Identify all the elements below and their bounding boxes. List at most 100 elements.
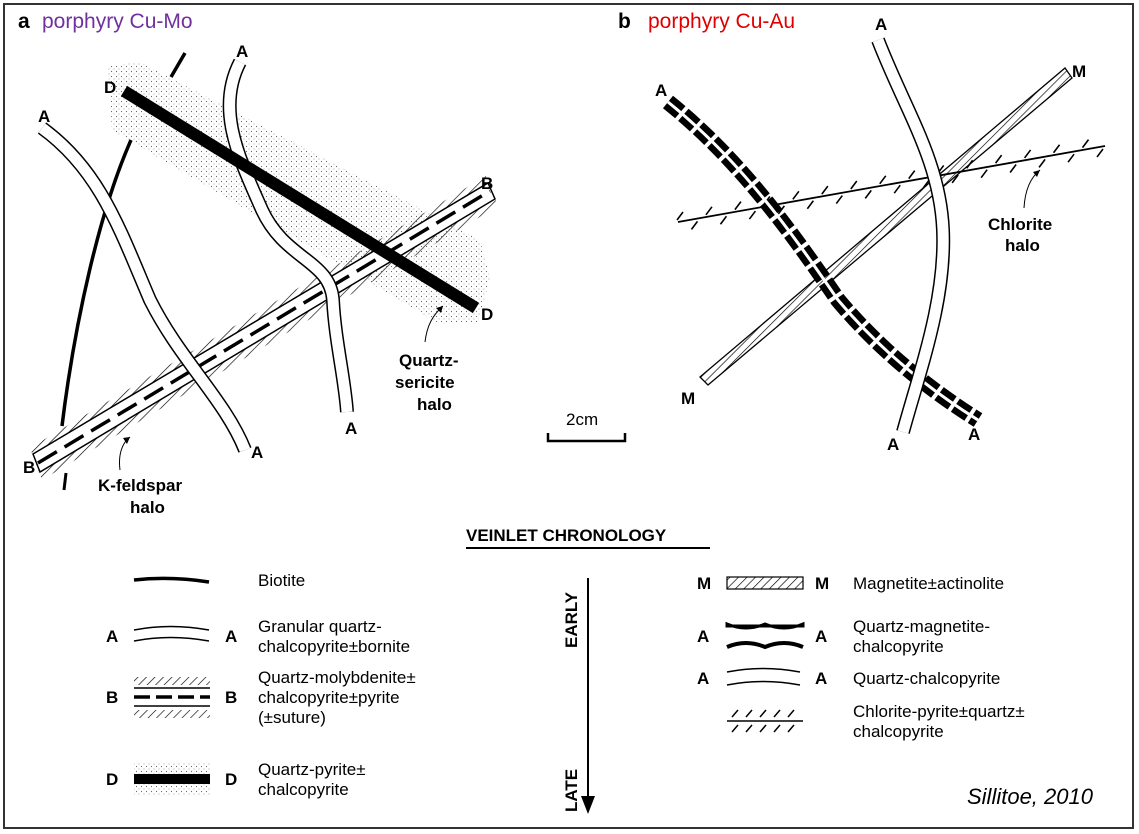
- legend-right-column: M M Magnetite±actinolite A A Quartz-magnetite…: [697, 574, 1025, 741]
- figure-frame: [3, 3, 1134, 829]
- chlorite-tick: [864, 189, 872, 199]
- legend-left-row-3-left-label: D: [106, 770, 118, 789]
- label-a-left-bottom: A: [251, 443, 263, 462]
- legend-right-row-1-right-label: A: [815, 627, 827, 646]
- legend-chlorite-tick: [787, 724, 795, 733]
- chlorite-label-2: halo: [1005, 236, 1040, 255]
- panel-b: b porphyry Cu-Au A A M M A A Chlorite ha…: [618, 10, 1106, 454]
- chlorite-tick: [690, 220, 699, 230]
- a-veinlet-magnetite-core: [667, 100, 979, 422]
- chlorite-tick: [994, 154, 1003, 164]
- chlorite-veinlet: [677, 145, 1106, 223]
- kfeldspar-pointer: [119, 436, 131, 471]
- chlorite-tick: [1067, 153, 1075, 163]
- legend-left-row-1-text-0: Granular quartz-: [258, 617, 382, 636]
- chlorite-tick: [850, 180, 858, 190]
- chlorite-tick: [734, 201, 742, 211]
- legend-right-row-1-text-1: chalcopyrite: [853, 637, 944, 656]
- legend-m-symbol: [726, 576, 804, 590]
- chlorite-tick: [922, 179, 930, 189]
- chlorite-tick: [951, 174, 959, 184]
- label-b-a-bottom-2: A: [968, 425, 980, 444]
- legend-a-granular-symbol: [133, 625, 210, 642]
- label-a-mid-top: A: [236, 42, 248, 61]
- time-arrowhead: [581, 796, 595, 814]
- legend-chlorite-tick: [731, 709, 739, 718]
- legend-left-row-2-left-label: B: [106, 688, 118, 707]
- chlorite-tick: [893, 184, 901, 194]
- legend-left-row-3-right-label: D: [225, 770, 237, 789]
- legend-left-row-1-right-label: A: [225, 627, 237, 646]
- chlorite-tick: [1052, 144, 1061, 154]
- scale-label: 2cm: [566, 410, 598, 429]
- legend-right-row-2-right-label: A: [815, 669, 827, 688]
- chlorite-tick: [1081, 139, 1090, 149]
- b-vein-suture: [37, 189, 491, 465]
- panel-a-letter: a: [18, 10, 30, 33]
- legend-chlorite-symbol: [727, 709, 803, 733]
- chlorite-tick: [792, 190, 800, 200]
- label-b-a-bottom-1: A: [887, 435, 899, 454]
- a-veinlet-quartz-chalcopyrite-fill: [872, 38, 949, 434]
- legend-right-row-2-text-0: Quartz-chalcopyrite: [853, 669, 1000, 688]
- legend-right-row-3-text-1: chalcopyrite: [853, 722, 944, 741]
- chlorite-tick: [705, 206, 713, 216]
- quartz-sericite-arrowhead: [436, 306, 443, 313]
- legend-left-row-1-left-label: A: [106, 627, 118, 646]
- quartz-sericite-label-1: Quartz-: [399, 351, 459, 370]
- legend-chlorite-tick: [745, 724, 753, 733]
- label-m-top: M: [1072, 62, 1086, 81]
- legend-right-row-1-text-0: Quartz-magnetite-: [853, 617, 990, 636]
- legend-chlorite-tick: [745, 709, 753, 718]
- kfeldspar-label-2: halo: [130, 498, 165, 517]
- biotite-veinlet: [60, 139, 133, 427]
- chlorite-tick: [821, 185, 829, 195]
- chlorite-tick: [676, 211, 684, 221]
- legend-left-column: Biotite A A Granular quartz-chalcopyrite±bo…: [106, 571, 416, 799]
- legend-right-row-0-right-label: M: [815, 574, 829, 593]
- d-veinlet: [120, 85, 480, 314]
- legend-chlorite-tick: [773, 709, 781, 718]
- legend-right-row-1-left-label: A: [697, 627, 709, 646]
- chlorite-tick: [879, 175, 887, 185]
- legend-chlorite-tick: [773, 724, 781, 733]
- a-veinlet-left-fill: [38, 123, 251, 453]
- label-a-left-top: A: [38, 107, 50, 126]
- chlorite-tick: [1009, 164, 1017, 173]
- legend-chlorite-tick: [731, 724, 739, 733]
- legend-left-row-3-text-0: Quartz-pyrite±: [258, 760, 366, 779]
- legend-right-row-2-left-label: A: [697, 669, 709, 688]
- chlorite-tick: [1023, 149, 1032, 159]
- legend-chlorite-tick: [759, 724, 767, 733]
- legend: VEINLET CHRONOLOGY EARLY LATE: [106, 526, 1025, 814]
- legend-chlorite-tick: [759, 709, 767, 718]
- scale-bar: 2cm: [546, 410, 627, 443]
- legend-left-row-3-text-1: chalcopyrite: [258, 780, 349, 799]
- panel-a-title: porphyry Cu-Mo: [42, 10, 193, 33]
- legend-left-row-2-text-1: chalcopyrite±pyrite: [258, 688, 400, 707]
- legend-left-row-1-text-1: chalcopyrite±bornite: [258, 637, 410, 656]
- kfeldspar-arrowhead: [123, 437, 130, 444]
- chlorite-arrowhead: [1033, 170, 1040, 177]
- legend-a-qtz-cpy-symbol: [726, 667, 801, 686]
- quartz-sericite-label-2: sericite: [395, 373, 455, 392]
- legend-left-row-0-text-0: Biotite: [258, 571, 305, 590]
- credit: Sillitoe, 2010: [967, 784, 1094, 809]
- legend-b-symbol: [134, 677, 210, 718]
- legend-biotite-symbol: [133, 576, 210, 584]
- legend-left-row-2-right-label: B: [225, 688, 237, 707]
- legend-chlorite-tick: [787, 709, 795, 718]
- panel-a: a porphyry Cu-Mo D A A B D A A B Quartz-…: [18, 10, 498, 517]
- legend-right-row-0-left-label: M: [697, 574, 711, 593]
- chlorite-tick: [1096, 148, 1104, 158]
- panel-b-title: porphyry Cu-Au: [648, 10, 795, 33]
- chlorite-tick: [719, 215, 728, 225]
- label-d-top: D: [104, 78, 116, 97]
- legend-left-row-2-text-2: (±suture): [258, 708, 326, 727]
- legend-heading: VEINLET CHRONOLOGY: [466, 526, 667, 545]
- a-veinlet-mid-fill: [224, 59, 353, 413]
- biotite-veinlet-short: [169, 52, 187, 78]
- label-b-bottom: B: [23, 458, 35, 477]
- chlorite-tick: [966, 159, 974, 169]
